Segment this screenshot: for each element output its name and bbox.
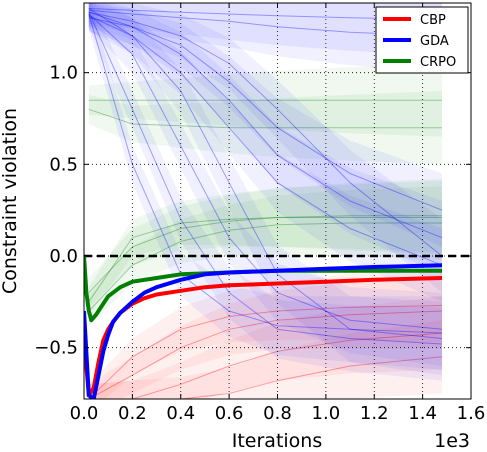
bg-band-blue-0 — [88, 3, 442, 376]
x-tick-label-1: 0.2 — [118, 403, 147, 424]
legend-label-cbp: CBP — [420, 13, 446, 28]
bg-band-blue-5 — [88, 3, 442, 381]
bg-band-red-3 — [88, 268, 442, 399]
bg-band-blue-9 — [88, 3, 442, 275]
bg-band-green-0 — [88, 63, 443, 137]
bg-run-blue-6 — [88, 8, 443, 20]
ticks: 0.0 0.2 0.4 0.6 0.8 1.0 1.2 1.4 1.6 −0.5 0.0 0.5 1.0 — [34, 3, 485, 424]
bg-run-blue-4 — [88, 17, 443, 211]
background-runs — [88, 3, 443, 399]
x-tick-label-3: 0.6 — [215, 403, 244, 424]
y-tick-label-2: 0.5 — [49, 154, 78, 175]
bg-band-blue-7 — [88, 3, 442, 302]
x-tick-label-8: 1.6 — [457, 403, 486, 424]
bg-run-blue-3 — [88, 9, 443, 37]
x-tick-label-6: 1.2 — [360, 403, 389, 424]
bg-band-green-2 — [88, 179, 443, 308]
bg-run-green-2 — [88, 215, 442, 294]
bg-band-red-0 — [88, 296, 442, 399]
bg-band-blue-6 — [88, 3, 442, 57]
y-tick-label-3: 1.0 — [49, 63, 78, 84]
legend-label-gda: GDA — [420, 34, 449, 49]
y-tick-label-1: 0.0 — [49, 246, 78, 267]
bg-band-green-3 — [88, 186, 443, 326]
grid — [84, 3, 471, 399]
x-tick-label-7: 1.4 — [408, 403, 437, 424]
bg-run-blue-9 — [88, 11, 443, 239]
bg-run-green-3 — [88, 222, 442, 312]
x-tick-label-2: 0.4 — [166, 403, 195, 424]
bg-run-blue-2 — [88, 13, 443, 330]
x-tick-label-0: 0.0 — [70, 403, 99, 424]
bg-band-blue-4 — [88, 3, 443, 247]
bg-band-red-1 — [88, 274, 442, 399]
y-axis-label: Constraint violation — [0, 108, 21, 294]
bg-run-red-0 — [88, 332, 443, 399]
bg-band-red-2 — [88, 320, 442, 399]
bg-band-green-4 — [88, 180, 443, 317]
series-lines — [84, 255, 443, 399]
bg-run-red-2 — [88, 356, 443, 399]
x-tick-label-5: 1.0 — [312, 403, 341, 424]
bg-band-blue-2 — [88, 3, 442, 366]
bg-band-blue-8 — [88, 3, 442, 370]
series-line-cbp — [84, 276, 443, 398]
bg-band-green-1 — [88, 91, 443, 165]
y-tick-label-0: −0.5 — [34, 338, 78, 359]
x-tick-label-4: 0.8 — [263, 403, 292, 424]
bg-band-blue-1 — [88, 3, 442, 293]
legend-label-crpo: CRPO — [420, 55, 456, 70]
bg-run-blue-5 — [88, 11, 443, 345]
bg-band-blue-3 — [88, 3, 442, 73]
x-scale-label: 1e3 — [434, 430, 470, 452]
legend: CBP GDA CRPO — [375, 6, 469, 74]
x-axis-label: Iterations — [232, 430, 323, 452]
series-line-gda — [84, 263, 443, 399]
bg-run-red-3 — [88, 305, 443, 399]
